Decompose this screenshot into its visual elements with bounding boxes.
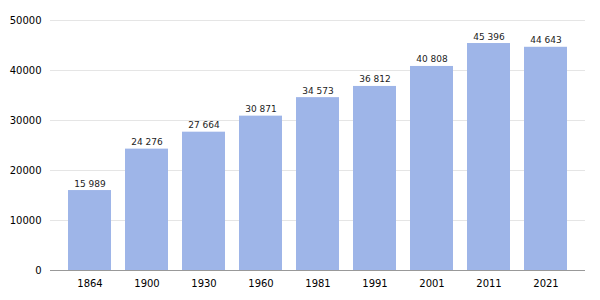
svg-text:1960: 1960 [248, 278, 273, 289]
svg-text:30000: 30000 [10, 115, 42, 126]
svg-text:27 664: 27 664 [188, 120, 220, 130]
svg-text:1930: 1930 [191, 278, 216, 289]
svg-text:10000: 10000 [10, 215, 42, 226]
svg-text:20000: 20000 [10, 165, 42, 176]
svg-text:2001: 2001 [419, 278, 444, 289]
svg-text:1900: 1900 [134, 278, 159, 289]
svg-text:15 989: 15 989 [74, 179, 106, 189]
svg-text:0: 0 [35, 265, 41, 276]
svg-text:1991: 1991 [362, 278, 387, 289]
svg-text:24 276: 24 276 [131, 137, 163, 147]
svg-text:36 812: 36 812 [359, 74, 391, 84]
svg-text:45 396: 45 396 [473, 32, 505, 42]
svg-text:2011: 2011 [476, 278, 501, 289]
svg-text:50000: 50000 [10, 15, 42, 26]
svg-text:40 808: 40 808 [416, 54, 448, 64]
svg-text:34 573: 34 573 [302, 86, 334, 96]
svg-text:30 871: 30 871 [245, 104, 277, 114]
svg-text:44 643: 44 643 [530, 35, 562, 45]
svg-text:40000: 40000 [10, 65, 42, 76]
svg-text:1981: 1981 [305, 278, 330, 289]
svg-text:2021: 2021 [533, 278, 558, 289]
svg-text:1864: 1864 [77, 278, 102, 289]
